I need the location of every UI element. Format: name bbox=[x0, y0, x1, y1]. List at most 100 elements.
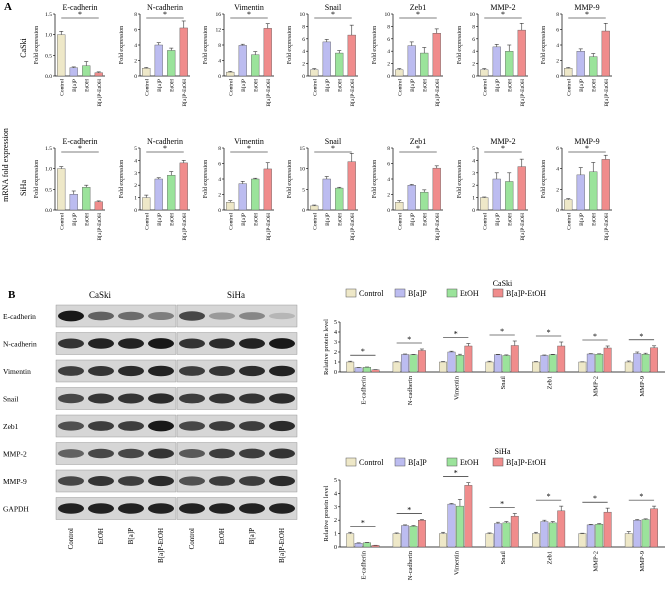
blot-band bbox=[239, 393, 265, 404]
bar-etoh bbox=[420, 191, 429, 211]
x-tick-label: EtOH bbox=[422, 213, 428, 226]
mrna-chart-siha-mmp-9: MMP-9 0 2 4 6 Fold expression Control B[a]P EtOH… bbox=[541, 137, 612, 241]
bar-b[a]p bbox=[407, 184, 416, 211]
blot-band bbox=[209, 476, 235, 486]
bar-control bbox=[57, 34, 66, 77]
bar-b[a]p bbox=[492, 178, 501, 211]
x-tick-label: B[a]P-EtOH bbox=[435, 79, 441, 107]
bar-b[a]p-etoh bbox=[263, 28, 272, 77]
legend-label: Control bbox=[359, 289, 384, 298]
protein-charts: CaSki Control B[a]P EtOH B[a]P-EtOH 0 1 2 3 4 5 Rel… bbox=[323, 279, 665, 580]
y-tick-label: 0 bbox=[472, 208, 475, 214]
y-tick-label: 4 bbox=[556, 167, 559, 173]
mrna-chart-caski-zeb1: Zeb1 0 2 4 6 8 10 Fold expression Control B[a]P Et… bbox=[372, 3, 443, 107]
blot-lane-label: B[a]P bbox=[248, 528, 256, 544]
blot-protein-label: Snail bbox=[3, 395, 18, 404]
blot-lane-label: B[a]P-EtOH bbox=[157, 528, 165, 563]
blot-protein-label: GAPDH bbox=[3, 505, 29, 514]
bar-control bbox=[578, 361, 587, 373]
chart-title: MMP-2 bbox=[490, 3, 515, 12]
bar-etoh bbox=[363, 367, 371, 373]
x-tick-label: EtOH bbox=[253, 213, 259, 226]
bar-b[a]p-etoh bbox=[432, 33, 441, 77]
y-tick-label: 2 bbox=[556, 59, 559, 65]
bar-b[a]p bbox=[322, 41, 331, 77]
significance-star: * bbox=[416, 10, 420, 19]
bar-control bbox=[578, 533, 587, 548]
bar-etoh bbox=[167, 175, 176, 211]
x-tick-label: B[a]P bbox=[157, 79, 163, 92]
bar-etoh bbox=[589, 56, 598, 77]
blot-band bbox=[148, 393, 174, 404]
y-tick-label: 5 bbox=[334, 320, 337, 326]
y-tick-label: 2 bbox=[218, 193, 221, 199]
bar-control bbox=[392, 361, 401, 373]
legend-swatch bbox=[394, 457, 406, 467]
bar-b[a]p-etoh bbox=[603, 347, 612, 373]
chart-title: CaSki bbox=[493, 279, 513, 288]
y-tick-label: 4 bbox=[218, 177, 221, 183]
significance-star: * bbox=[501, 144, 505, 153]
blot-strip-siha bbox=[176, 442, 298, 465]
blot-band bbox=[179, 311, 205, 321]
x-tick-label: B[a]P-EtOH bbox=[350, 213, 356, 241]
bar-control bbox=[532, 533, 540, 548]
bar-control bbox=[439, 361, 447, 373]
y-tick-label: 4 bbox=[218, 59, 221, 65]
y-tick-label: 12 bbox=[216, 28, 222, 34]
blot-band bbox=[269, 365, 295, 377]
blot-strip-siha bbox=[176, 387, 298, 410]
blot-band bbox=[269, 475, 295, 487]
mrna-chart-siha-vimentin: Vimentin 0 2 4 6 8 Fold expression Control B[a]P… bbox=[203, 137, 274, 241]
blot-band bbox=[88, 503, 114, 514]
x-tick-label: B[a]P bbox=[325, 79, 331, 92]
significance-star: * bbox=[593, 332, 597, 341]
y-tick-label: 5 bbox=[134, 146, 137, 152]
y-tick-label: 0.5 bbox=[45, 187, 52, 193]
y-tick-label: 15 bbox=[300, 146, 306, 152]
y-tick-label: 1 bbox=[334, 360, 337, 366]
mrna-chart-caski-mmp-2: MMP-2 0 2 4 6 8 10 Fold expression Control B[a]P E… bbox=[457, 3, 528, 107]
protein-chart-siha: SiHa Control B[a]P EtOH B[a]P-EtOH 0 1 2 3 4 5 Rela… bbox=[323, 447, 665, 580]
significance-star: * bbox=[416, 144, 420, 153]
y-tick-label: 4 bbox=[556, 43, 559, 49]
blot-strip-siha bbox=[176, 359, 298, 383]
bar-b[a]p bbox=[492, 46, 501, 77]
mrna-chart-siha-zeb1: Zeb1 0 2 4 6 8 Fold expression Control B[a]P EtOH… bbox=[372, 137, 443, 241]
x-tick-label: B[a]P bbox=[579, 213, 585, 226]
blot-row-snail: Snail bbox=[3, 387, 298, 410]
x-tick-label: MMP-2 bbox=[593, 376, 600, 397]
blot-row-mmp-2: MMP-2 bbox=[3, 442, 298, 465]
y-tick-label: 3 bbox=[334, 340, 337, 346]
blot-band bbox=[179, 503, 205, 514]
x-tick-label: B[a]P-EtOH bbox=[604, 79, 610, 107]
bar-etoh bbox=[251, 54, 260, 77]
blot-band bbox=[269, 393, 295, 404]
blot-strip-caski bbox=[55, 387, 177, 410]
blot-strip-caski bbox=[55, 442, 177, 465]
blot-band bbox=[118, 476, 144, 486]
mrna-chart-siha-e-cadherin: E-cadherin 0.0 0.5 1.0 1.5 Fold expression Con… bbox=[34, 137, 105, 241]
blot-band bbox=[179, 421, 205, 431]
x-tick-label: B[a]P bbox=[72, 79, 78, 92]
x-tick-label: B[a]P-EtOH bbox=[97, 79, 103, 107]
blot-band bbox=[88, 366, 114, 376]
y-axis-label: Fold expression bbox=[203, 160, 209, 198]
chart-title: N-cadherin bbox=[147, 3, 183, 12]
significance-star: * bbox=[163, 10, 167, 19]
bar-b[a]p-etoh bbox=[347, 161, 356, 211]
blot-band bbox=[239, 365, 265, 377]
blot-band bbox=[148, 448, 174, 459]
blot-strip-caski bbox=[55, 414, 177, 438]
y-tick-label: 6 bbox=[556, 28, 559, 34]
bar-etoh bbox=[251, 178, 260, 211]
y-tick-label: 6 bbox=[387, 37, 390, 43]
y-tick-label: 2 bbox=[302, 62, 305, 68]
bar-control bbox=[395, 202, 404, 211]
x-tick-label: Control bbox=[59, 213, 65, 230]
x-tick-label: E-cadherin bbox=[361, 375, 368, 404]
chart-title: N-cadherin bbox=[147, 137, 183, 146]
y-tick-label: 0 bbox=[387, 74, 390, 80]
y-tick-label: 16 bbox=[216, 12, 222, 18]
